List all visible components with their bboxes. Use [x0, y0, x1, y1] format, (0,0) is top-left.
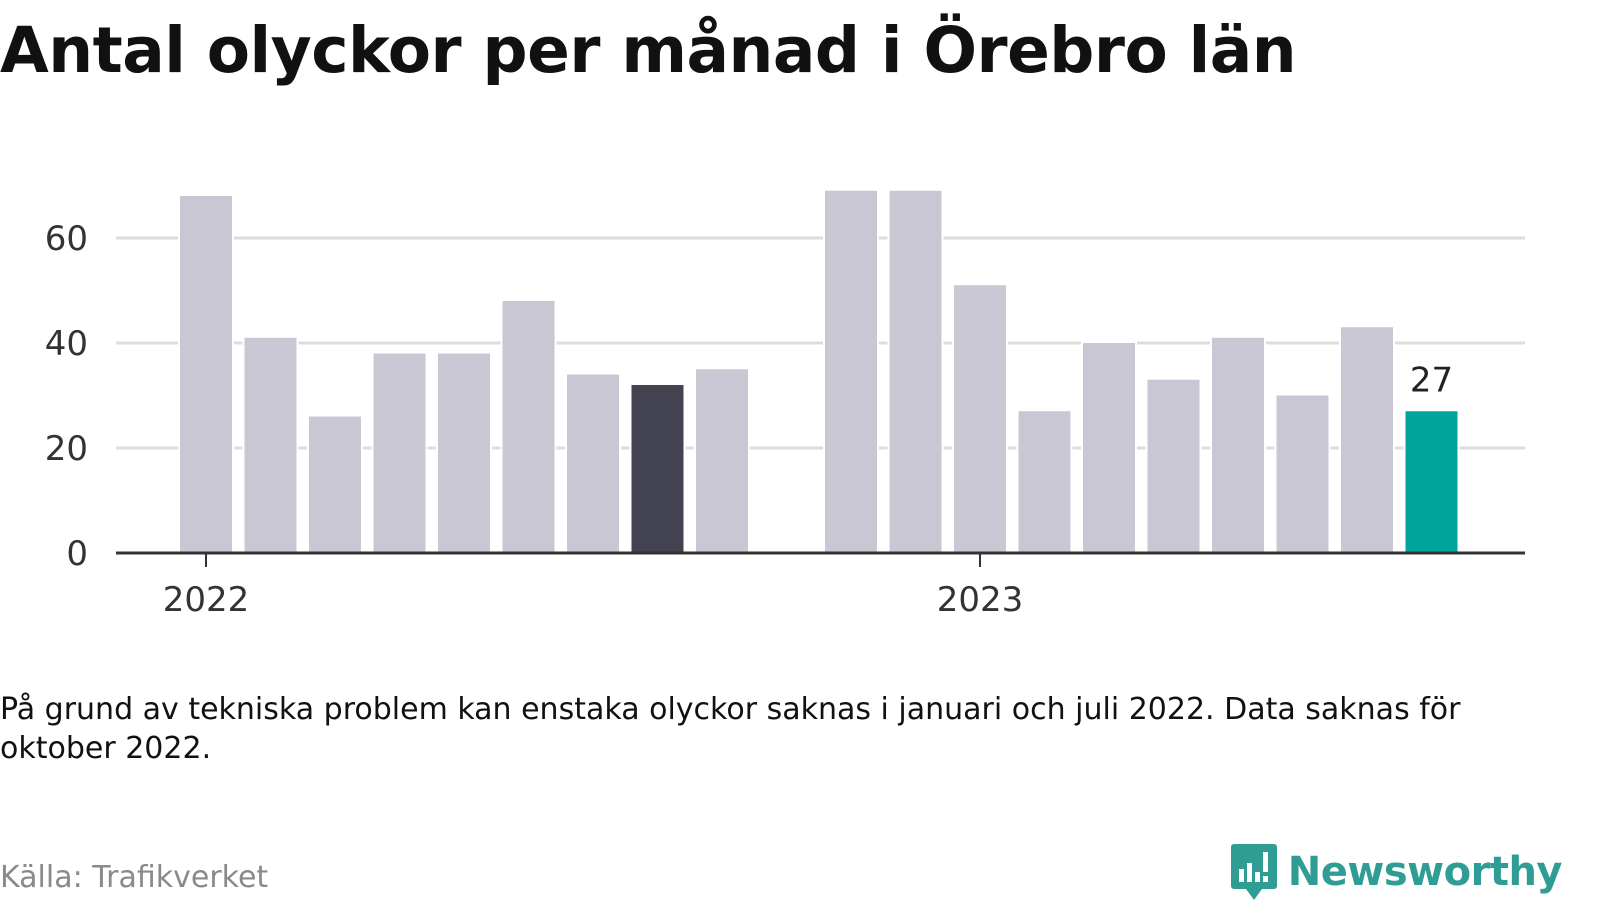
footnote: På grund av tekniska problem kan enstaka…: [0, 692, 1461, 766]
bar-chart: 0 20 40 60 2022 2023 27: [45, 188, 1525, 620]
chart-title: Antal olyckor per månad i Örebro län: [0, 14, 1297, 87]
source-credit: Källa: Trafikverket: [0, 860, 269, 895]
x-tick-label: 2022: [163, 580, 250, 620]
y-tick-label: 40: [45, 324, 88, 364]
bar-2023-07: [1339, 325, 1395, 555]
newsworthy-chart-bubble-icon: [1230, 844, 1277, 900]
y-tick-label: 60: [45, 219, 88, 259]
bar-2022-03: [307, 414, 363, 555]
bar-2022-07: [565, 372, 621, 555]
bar-2022-01: [178, 194, 234, 555]
brand-name: Newsworthy: [1287, 849, 1563, 895]
bar-2023-06: [1274, 393, 1331, 555]
bar-2022-11: [823, 188, 879, 555]
bar-2022-08: [629, 383, 686, 555]
x-tick-label: 2023: [937, 580, 1024, 620]
bar-2022-09: [694, 367, 750, 555]
bar-2023-08: [1403, 409, 1460, 555]
bar-2023-04: [1145, 377, 1202, 555]
bar-2023-03: [1081, 341, 1137, 555]
data-label: 27: [1410, 360, 1453, 400]
y-tick-label: 0: [66, 534, 88, 574]
y-tick-label: 20: [45, 429, 88, 469]
bar-2022-04: [371, 351, 428, 555]
bar-2023-01: [952, 283, 1008, 555]
bar-2022-12: [887, 188, 944, 555]
bar-2022-06: [500, 299, 557, 555]
bar-2023-05: [1210, 335, 1266, 555]
brand-logo[interactable]: Newsworthy: [1230, 842, 1563, 902]
bar-2022-02: [242, 335, 299, 555]
bar-2022-05: [436, 351, 492, 555]
bar-2023-02: [1016, 409, 1073, 555]
